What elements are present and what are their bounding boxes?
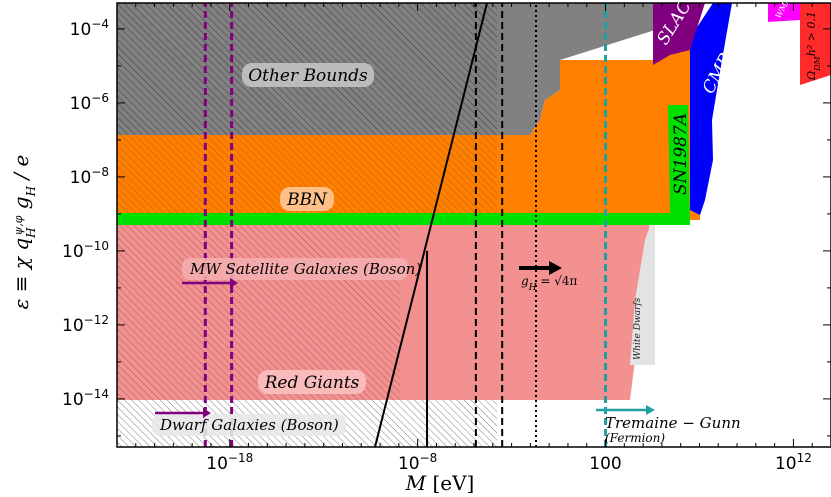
svg-text:ε ≡ χ qHψ,φ gH / e: ε ≡ χ qHψ,φ gH / e — [9, 155, 38, 310]
region-bbn-hatch — [117, 135, 497, 215]
bbn-box — [280, 187, 334, 211]
label-omega-dm: ΩDMh² > 0.1 — [805, 11, 822, 81]
mw-satellites-arrowhead — [230, 278, 238, 288]
label-bbn: BBN — [286, 190, 328, 210]
y-tick-label: 10−10 — [62, 239, 109, 262]
diagonal-bound-line — [374, 3, 488, 447]
region-wmap — [768, 3, 800, 22]
dwarf-galaxies-box — [152, 414, 346, 436]
x-tick-label: 10−18 — [206, 451, 253, 474]
x-axis-title: M [eV] — [405, 471, 475, 495]
plot-area — [117, 3, 831, 447]
region-omega-dm — [800, 3, 831, 85]
region-sn1987a — [117, 105, 690, 225]
label-dwarf-galaxies: Dwarf Galaxies (Boson) — [159, 416, 339, 434]
region-cmb — [690, 3, 732, 215]
label-red-giants: Red Giants — [264, 373, 360, 393]
label-tremaine-gunn: Tremaine − Gunn — [605, 414, 741, 432]
y-tick-label: 10−14 — [62, 387, 109, 410]
y-axis-title: ε ≡ χ qHψ,φ gH / e — [9, 155, 38, 310]
x-tick-label: 100 — [589, 454, 621, 474]
coupling-arrowhead — [549, 261, 562, 275]
label-sn1987a: SN1987A — [671, 113, 691, 195]
x-tick-label: 1012 — [775, 451, 812, 474]
label-fermion: (Fermion) — [605, 431, 665, 445]
y-tick-label: 10−8 — [70, 165, 109, 188]
y-tick-label: 10−6 — [70, 91, 109, 114]
dwarf-galaxies-arrowhead — [203, 408, 211, 418]
label-other-bounds: Other Bounds — [248, 66, 368, 86]
red-giants-box — [258, 370, 366, 394]
region-slac — [653, 3, 705, 65]
region-white-dwarfs — [630, 220, 655, 365]
y-tick-label: 10−4 — [70, 17, 109, 40]
tremaine-gunn-arrowhead — [646, 405, 655, 415]
other-bounds-box — [242, 63, 374, 87]
label-coupling: gH = √4π — [521, 274, 578, 293]
y-tick-label: 10−12 — [62, 313, 109, 336]
mw-satellites-box — [182, 258, 408, 280]
label-white-dwarfs: White Dwarfs — [633, 297, 643, 360]
label-mw-satellites: MW Satellite Galaxies (Boson) — [189, 260, 421, 278]
vertical-lines — [203, 3, 608, 447]
